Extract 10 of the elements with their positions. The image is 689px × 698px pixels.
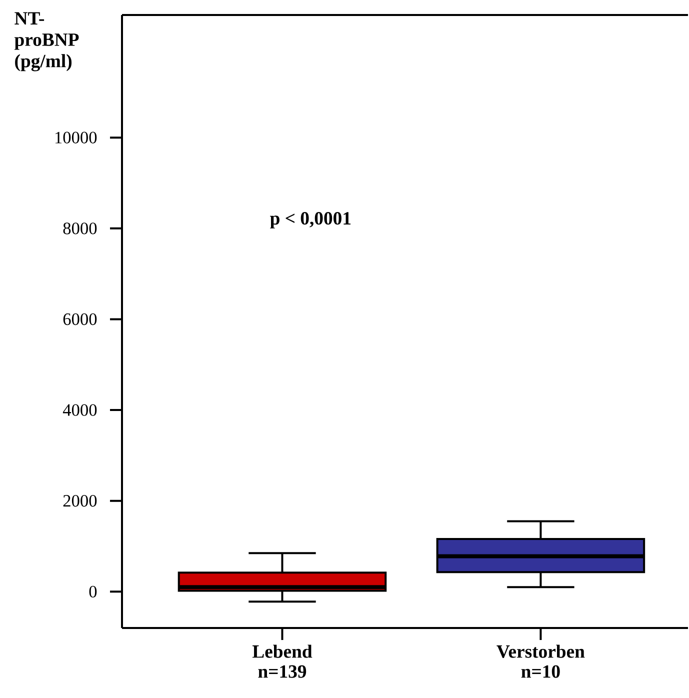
y-tick-label: 2000 (63, 495, 97, 507)
y-tick-label: 8000 (63, 222, 97, 234)
y-tick-label: 6000 (63, 313, 97, 326)
y-tick-label: 10000 (55, 132, 97, 144)
y-axis-title: NT-proBNP (pg/ml) (14, 12, 79, 72)
x-tick-label: Lebend n=139 (252, 644, 312, 678)
annotation: p < 0,0001 (270, 212, 351, 228)
y-tick-label: 0 (89, 586, 97, 598)
x-tick-label: Verstorben n=10 (496, 644, 585, 678)
y-tick-label: 4000 (62, 404, 97, 416)
